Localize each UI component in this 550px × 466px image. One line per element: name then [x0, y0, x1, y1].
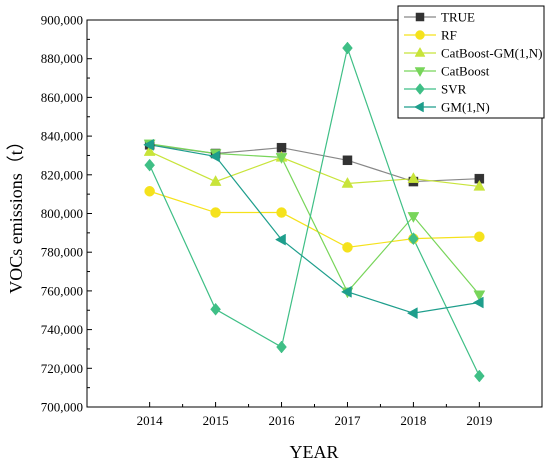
x-tick-label: 2015	[203, 413, 229, 428]
y-axis-title: VOCs emissions（t）	[6, 132, 26, 294]
data-point	[276, 142, 287, 153]
x-axis-title: YEAR	[290, 442, 339, 462]
legend-label: GM(1,N)	[441, 100, 490, 115]
data-point	[144, 158, 155, 172]
y-tick-label: 740,000	[41, 322, 83, 337]
y-tick-label: 800,000	[41, 206, 83, 221]
series-line-rf	[149, 190, 480, 248]
data-point	[209, 175, 222, 186]
data-point	[275, 233, 286, 246]
data-point	[342, 155, 353, 166]
data-point	[276, 207, 287, 218]
data-point	[342, 242, 353, 253]
y-tick-label: 840,000	[41, 129, 83, 144]
data-point	[275, 153, 288, 164]
legend-marker	[414, 67, 426, 78]
legend-marker	[414, 46, 426, 57]
x-tick-label: 2019	[466, 413, 492, 428]
data-point	[474, 369, 485, 383]
legend-label: CatBoost	[441, 64, 490, 79]
legend-label: TRUE	[441, 10, 475, 25]
data-point	[474, 231, 485, 242]
series-line-svr	[149, 45, 480, 377]
legend-marker	[415, 12, 425, 22]
x-tick-label: 2018	[400, 413, 426, 428]
legend-label: RF	[441, 28, 457, 43]
data-point	[276, 340, 287, 354]
series-line-catboost	[149, 143, 480, 296]
series-markers	[143, 41, 486, 383]
y-tick-label: 700,000	[41, 400, 83, 415]
x-tick-label: 2014	[137, 413, 164, 428]
series-line-catboost-gm-1-n-	[149, 151, 480, 188]
legend-label: SVR	[441, 82, 467, 97]
data-point	[341, 176, 354, 188]
x-tick-label: 2017	[334, 413, 361, 428]
data-point	[342, 41, 353, 55]
data-point	[473, 179, 486, 191]
x-tick-label: 2016	[269, 413, 296, 428]
series-lines	[149, 45, 480, 377]
legend-box	[397, 5, 545, 119]
series-line-true	[149, 144, 480, 183]
y-tick-label: 820,000	[41, 167, 83, 182]
y-tick-label: 860,000	[41, 90, 83, 105]
legend-marker	[415, 83, 425, 95]
legend-label: CatBoost-GM(1,N)	[441, 46, 542, 61]
data-point	[340, 285, 352, 298]
y-tick-label: 720,000	[41, 361, 83, 376]
legend: TRUE RF CatBoost-GM(1,N) CatBoost SVR GM(1,N)	[397, 5, 545, 119]
data-point	[210, 302, 221, 316]
data-point	[473, 290, 486, 302]
data-point	[143, 138, 154, 151]
legend-marker	[413, 101, 424, 113]
data-point	[408, 232, 419, 246]
axis-ticks: 700,000 720,000 740,000 760,000 780,000 800,0…	[41, 13, 493, 429]
y-tick-label: 780,000	[41, 245, 83, 260]
data-point	[210, 207, 221, 218]
legend-marker	[415, 30, 425, 40]
data-point	[144, 185, 155, 197]
data-point	[472, 296, 484, 309]
data-point	[209, 150, 220, 163]
data-point	[143, 145, 156, 156]
data-point	[407, 212, 420, 223]
data-point	[407, 172, 420, 183]
data-point	[406, 307, 418, 320]
y-tick-label: 760,000	[41, 283, 83, 298]
y-tick-label: 900,000	[41, 13, 83, 28]
y-tick-label: 880,000	[41, 51, 83, 66]
series-line-gm-1-n-	[149, 144, 480, 314]
